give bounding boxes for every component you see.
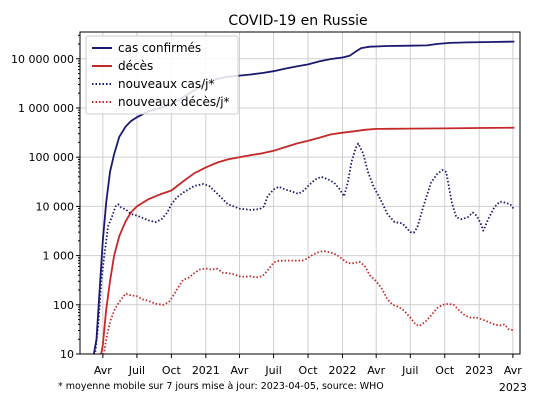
x-tick-label: Avr xyxy=(504,364,522,377)
legend-label: cas confirmés xyxy=(118,41,201,55)
series-line-3 xyxy=(94,142,516,354)
footnote: * moyenne mobile sur 7 jours mise à jour… xyxy=(58,381,384,392)
series-line-1 xyxy=(92,40,515,354)
plot-frame xyxy=(79,31,521,355)
y-tick-label: 100 000 xyxy=(29,151,75,164)
x-tick-label: Juil xyxy=(264,364,281,377)
x-tick-sublabel: 2023 xyxy=(499,381,527,394)
legend-label: décès xyxy=(118,59,153,73)
x-tick-label: Avr xyxy=(367,364,385,377)
legend-label: nouveaux cas/j* xyxy=(118,77,215,91)
x-tick-label: Oct xyxy=(162,364,182,377)
x-axis: Avr Juil Oct 2021 Avr Juil Oct 2022 Avr Juil Oct 20… xyxy=(94,354,527,394)
x-tick-label: Oct xyxy=(435,364,455,377)
y-tick-label: 1 000 000 xyxy=(18,102,74,115)
x-tick-label: Avr xyxy=(231,364,249,377)
x-tick-label: Oct xyxy=(299,364,319,377)
x-tick-label: 2022 xyxy=(329,364,357,377)
legend: cas confirmés décès nouveaux cas/j* nouveau… xyxy=(85,35,239,115)
y-tick-label: 10 000 000 xyxy=(11,53,74,66)
y-tick-label: 10 000 xyxy=(36,200,75,213)
x-tick-label: 2023 xyxy=(465,364,493,377)
series-line-4 xyxy=(103,250,515,354)
chart-title: COVID-19 en Russie xyxy=(228,13,367,29)
x-tick-label: Avr xyxy=(94,364,112,377)
y-axis: 10 100 1 000 10 000 100 000 1 000 000 10 000 0… xyxy=(11,34,80,361)
legend-label: nouveaux décès/j* xyxy=(118,95,230,109)
x-tick-label: Juil xyxy=(401,364,418,377)
legend-box xyxy=(85,35,239,115)
x-tick-label: Juil xyxy=(128,364,145,377)
y-tick-label: 100 xyxy=(53,299,74,312)
y-tick-label: 10 xyxy=(60,348,74,361)
series-line-2 xyxy=(100,126,515,354)
x-tick-label: 2021 xyxy=(192,364,220,377)
series-layer xyxy=(92,40,516,354)
y-tick-label: 1 000 xyxy=(43,250,75,263)
